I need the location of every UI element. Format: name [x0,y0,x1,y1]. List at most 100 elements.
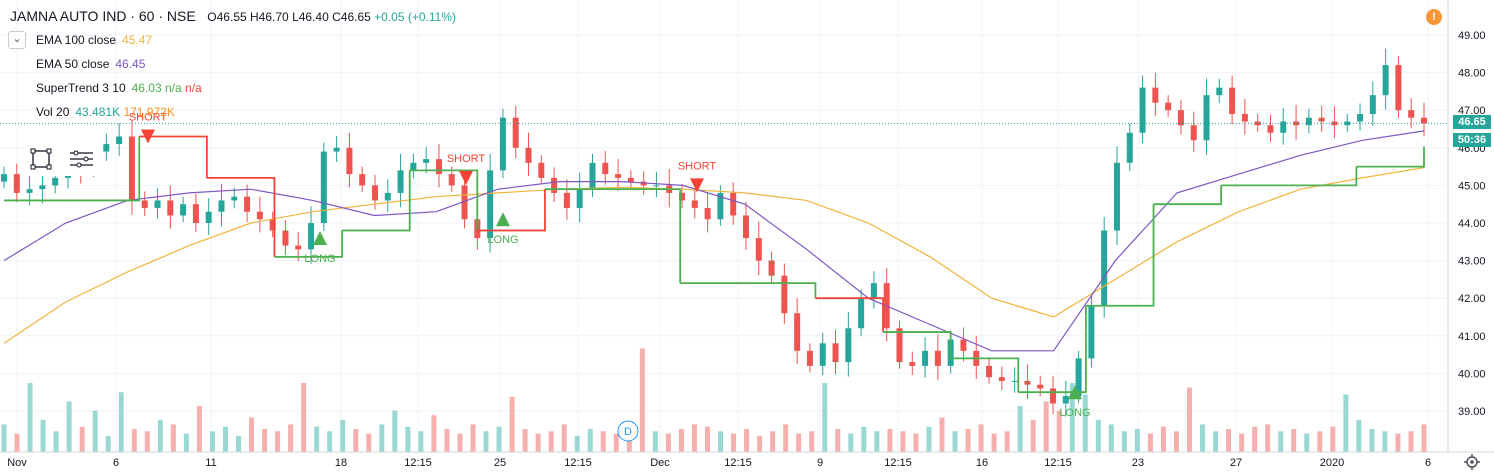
candle-body [167,200,174,216]
candle-body [1395,65,1402,111]
time-tick-label: 6 [1425,457,1431,469]
volume-bar [92,410,98,452]
candle-body [512,117,519,148]
price-axis[interactable]: 49.0048.0047.0046.0045.0044.0043.0042.00… [1447,0,1486,452]
candle-body [1190,125,1197,141]
candle-body [333,147,340,152]
volume-bar [1382,431,1388,452]
alert-icon[interactable]: ! [1426,9,1442,25]
volume-bar [1017,406,1023,452]
volume-bar [678,429,684,452]
volume-bar [327,431,333,452]
supertrend-segment [206,176,276,257]
indicator-name: EMA 50 close [36,57,110,71]
candle-body [1229,87,1236,114]
price-tick-label: 44.00 [1458,218,1486,230]
time-tick-label: 27 [1230,457,1242,469]
low-value: L46.40 [292,10,329,24]
svg-text:D: D [624,426,632,438]
candle-body [180,204,187,216]
candle-body [1,174,7,182]
supertrend-segment [1085,204,1155,307]
supertrend-segment [950,357,1020,393]
price-tick-label: 45.00 [1458,180,1486,192]
supertrend-segment [477,189,546,232]
candle-body [1152,87,1159,103]
indicator-ema50[interactable]: EMA 50 close 46.45 [36,57,145,71]
short-signal-label: SHORT [447,153,486,165]
volume-bar [1408,431,1414,452]
menu-lines-icon[interactable] [66,146,96,172]
candle-body [1075,358,1082,396]
volume-bar [301,383,307,452]
volume-bar [183,433,189,452]
volume-bar [1369,429,1375,452]
candle-body [998,377,1005,381]
candle-body [1165,102,1172,111]
supertrend-signals: SHORT LONG SHORT LONG SHORT LONG [129,112,1091,420]
supertrend-segment [409,169,479,231]
indicator-volume[interactable]: Vol 20 43.481K 171.972K [36,105,175,119]
candle-body [1024,380,1031,385]
time-tick-label: 12:15 [1044,457,1072,469]
long-signal-label: LONG [487,234,518,246]
candle-body [295,245,302,250]
gear-icon[interactable] [1464,454,1480,470]
candle-body [755,238,762,261]
volume-bar [144,431,150,452]
candle-body [308,223,315,250]
supertrend-segment [883,331,952,359]
chevron-down-icon[interactable]: ⌄ [8,31,26,49]
countdown-tag: 50:36 [1453,133,1491,147]
candle-body [679,192,686,201]
candle-body [269,219,276,231]
volume-bar [170,424,176,452]
indicator-value: 43.481K [75,105,121,119]
candle-body [461,185,468,220]
candle-body [1216,87,1223,96]
candle-body [1241,113,1248,122]
candle-body [717,192,724,220]
volume-bar [1421,424,1427,452]
candle-body [1203,95,1210,141]
indicator-supertrend[interactable]: SuperTrend 3 10 46.03 n/a n/a [36,81,202,95]
candle-body [1050,388,1057,404]
ema100-line [3,167,1425,344]
supertrend-segment [612,188,682,284]
volume-bar [1187,387,1193,452]
price-tick-label: 41.00 [1458,331,1486,343]
volume-bar [639,348,645,452]
long-signal-arrow [313,231,327,246]
candle-body [1011,380,1018,382]
volume-bar [14,433,20,452]
candle-body [231,196,238,201]
dividend-marker-icon[interactable]: D [617,420,639,442]
indicator-ema100[interactable]: EMA 100 close 45.47 [36,33,152,47]
volume-bar [744,429,750,452]
candle-body [1357,113,1364,122]
short-signal-label: SHORT [678,160,717,172]
candle-body [128,136,135,201]
supertrend-segment [342,170,411,232]
indicator-name: EMA 100 close [36,33,117,47]
candle-body [704,207,711,220]
time-tick-label: 12:15 [884,457,912,469]
candle-body [1382,65,1389,96]
candle-body [320,151,327,223]
volume-bar [665,433,671,452]
candle-body [563,192,570,208]
candle-body [627,177,634,182]
rectangle-select-icon[interactable] [26,146,56,172]
time-axis[interactable]: Nov 6 11 18 12:15 25 12:15 Dec 12:15 9 12:15 16 12:1… [0,451,1494,469]
candlestick-series [1,48,1427,417]
volume-bar [1278,431,1284,452]
volume-bar [249,417,255,452]
candle-body [487,170,494,239]
candle-body [589,162,596,190]
indicator-name: SuperTrend 3 10 [36,81,126,95]
symbol-title[interactable]: JAMNA AUTO IND · 60 · NSE [10,8,196,24]
volume-bar [470,424,476,452]
candle-body [1421,117,1427,124]
volume-bar [1004,431,1010,452]
